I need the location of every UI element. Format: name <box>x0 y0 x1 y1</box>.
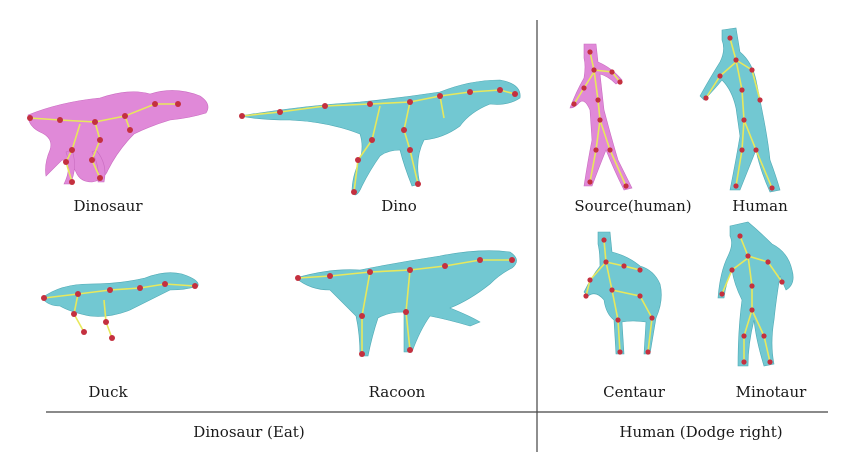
minotaur-mesh <box>717 221 794 367</box>
source-human-mesh <box>569 43 633 191</box>
label-duck: Duck <box>88 383 128 401</box>
label-dino: Dino <box>381 197 417 215</box>
duck-mesh <box>41 272 199 317</box>
centaur-joints <box>583 237 655 355</box>
label-source-human: Source(human) <box>574 197 692 215</box>
label-minotaur: Minotaur <box>735 383 807 401</box>
source-dinosaur-joints <box>27 101 181 185</box>
label-centaur: Centaur <box>603 383 665 401</box>
caption-right: Human (Dodge right) <box>619 423 783 441</box>
source-dinosaur-skeleton <box>29 103 178 183</box>
duck-joints <box>41 281 198 341</box>
label-dinosaur: Dinosaur <box>73 197 143 215</box>
label-racoon: Racoon <box>368 383 426 401</box>
human-mesh <box>699 27 781 193</box>
caption-left: Dinosaur (Eat) <box>193 423 305 441</box>
racoon-joints <box>295 257 515 357</box>
source-human-joints <box>571 49 629 189</box>
label-human: Human <box>732 197 788 215</box>
human-joints <box>703 35 775 191</box>
minotaur-joints <box>719 233 785 365</box>
dino-joints <box>239 87 518 195</box>
source-dinosaur-mesh <box>27 90 209 185</box>
dino-mesh <box>239 79 521 196</box>
